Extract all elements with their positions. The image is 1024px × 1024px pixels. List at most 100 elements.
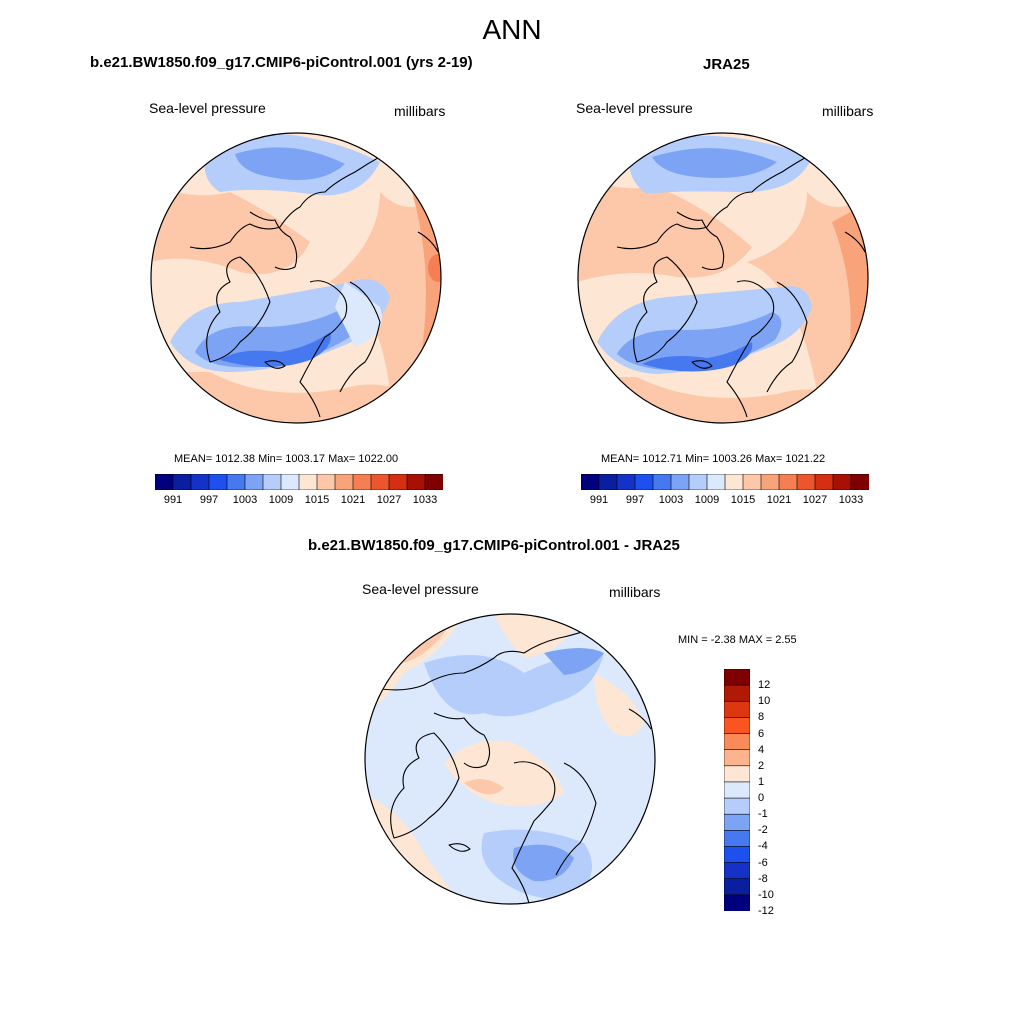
model-colorbar-swatch <box>262 474 282 490</box>
model-colorbar-tick: 1015 <box>304 494 330 506</box>
obs-colorbar <box>581 474 869 490</box>
model-colorbar-tick: 1021 <box>340 494 366 506</box>
model-colorbar-swatch <box>298 474 318 490</box>
obs-colorbar-swatch <box>796 474 816 490</box>
obs-map-border <box>577 132 869 424</box>
obs-coastline-arctic-islands <box>676 211 725 271</box>
model-colorbar-swatch <box>155 474 174 490</box>
obs-coastline-russia <box>766 281 808 393</box>
diff-colorbar-swatch <box>724 830 750 848</box>
model-colorbar-tick: 1009 <box>268 494 294 506</box>
diff-map-field-positive-arctic-core <box>464 779 504 795</box>
model-colorbar-swatch <box>280 474 300 490</box>
model-colorbar-swatch <box>334 474 354 490</box>
diff-coastline-russia <box>555 762 597 876</box>
obs-coastline-iceland <box>691 360 713 369</box>
obs-colorbar-swatch <box>670 474 690 490</box>
diff-panel-title: b.e21.BW1850.f09_g17.CMIP6-piControl.001… <box>308 537 680 554</box>
model-colorbar-swatch <box>316 474 336 490</box>
obs-colorbar-swatch <box>652 474 672 490</box>
diff-colorbar-swatch <box>724 797 750 815</box>
model-colorbar <box>155 474 443 490</box>
obs-coastline-scandinavia <box>726 280 775 418</box>
obs-colorbar-swatch <box>724 474 744 490</box>
model-colorbar-tick: 991 <box>163 494 183 506</box>
diff-map-field-negative-south-core <box>513 844 574 882</box>
model-stats: MEAN= 1012.38 Min= 1003.17 Max= 1022.00 <box>174 453 399 465</box>
diff-coastline-north-america <box>373 622 605 691</box>
obs-colorbar-swatch <box>760 474 780 490</box>
diff-map-field-negative-north-core <box>544 648 604 675</box>
diff-colorbar-tick: 8 <box>758 711 765 724</box>
obs-colorbar-tick: 1009 <box>694 494 720 506</box>
diff-colorbar-swatch <box>724 749 750 767</box>
model-panel-title: b.e21.BW1850.f09_g17.CMIP6-piControl.001… <box>90 54 473 71</box>
diff-map-border <box>364 613 656 905</box>
diff-colorbar-swatch <box>724 765 750 783</box>
figure-title: ANN <box>482 14 542 45</box>
diff-coastline-iceland <box>448 843 471 852</box>
obs-colorbar-tick: 1015 <box>730 494 756 506</box>
diff-colorbar-tick: 12 <box>758 679 771 692</box>
obs-map-field-low-north-core <box>652 148 777 178</box>
model-map-field-high-atlantic <box>151 182 310 274</box>
model-coastline-greenland <box>206 256 271 363</box>
obs-colorbar-swatch <box>706 474 726 490</box>
model-map-field-high-pacific-max <box>428 254 441 282</box>
obs-colorbar-swatch <box>634 474 654 490</box>
diff-colorbar-tick: -1 <box>758 808 768 821</box>
diff-variable-label: Sea-level pressure <box>362 581 479 597</box>
obs-map-field-low-icelandic-core <box>642 342 753 372</box>
diff-colorbar-tick: -2 <box>758 824 768 837</box>
model-colorbar-swatch <box>424 474 443 490</box>
diff-colorbar-tick: -6 <box>758 856 768 869</box>
diff-colorbar-swatch <box>724 878 750 896</box>
diff-colorbar-tick: 6 <box>758 727 765 740</box>
diff-coastline-arctic-islands <box>433 712 491 769</box>
model-colorbar-swatch <box>226 474 246 490</box>
model-coastline-arctic-islands <box>249 211 298 271</box>
model-coastline-scandinavia <box>299 280 348 418</box>
obs-map-field-high-atlantic <box>578 177 752 282</box>
obs-colorbar-tick: 1021 <box>766 494 792 506</box>
model-map-field-low-north-core <box>235 147 345 181</box>
model-colorbar-tick: 1027 <box>376 494 402 506</box>
model-colorbar-swatch <box>388 474 408 490</box>
obs-colorbar-swatch <box>581 474 600 490</box>
model-colorbar-ticks: 991 997 1003 1009 1015 1021 1027 1033 <box>155 494 443 508</box>
obs-colorbar-tick: 997 <box>625 494 645 506</box>
model-map-border <box>150 132 442 424</box>
diff-colorbar <box>724 669 750 911</box>
obs-colorbar-swatch <box>742 474 762 490</box>
diff-colorbar-swatch <box>724 894 750 911</box>
obs-colorbar-swatch <box>688 474 708 490</box>
obs-panel-title: JRA25 <box>703 56 750 73</box>
model-coastline-north-america <box>189 153 386 250</box>
obs-units-label: millibars <box>822 103 874 119</box>
diff-map-field-positive-north <box>494 614 584 658</box>
obs-colorbar-tick: 991 <box>589 494 609 506</box>
obs-colorbar-swatch <box>778 474 798 490</box>
obs-colorbar-swatch <box>850 474 869 490</box>
model-coastline-kamchatka <box>417 231 439 253</box>
diff-colorbar-swatch <box>724 846 750 864</box>
model-colorbar-swatch <box>244 474 264 490</box>
diff-map-field-positive-arctic <box>444 740 564 807</box>
diff-colorbar-swatch <box>724 684 750 702</box>
diff-units-label: millibars <box>609 584 661 600</box>
diff-colorbar-ticks: 12 10 8 6 4 2 1 0 -1 -2 -4 -6 -8 -10 -12 <box>758 669 798 917</box>
obs-colorbar-tick: 1027 <box>802 494 828 506</box>
obs-coastline-kamchatka <box>844 231 866 253</box>
diff-colorbar-swatch <box>724 669 750 686</box>
model-map-field-low-siberia <box>335 282 383 347</box>
model-coastline-iceland <box>264 360 286 369</box>
obs-colorbar-ticks: 991 997 1003 1009 1015 1021 1027 1033 <box>581 494 869 508</box>
diff-map-field-positive-east <box>594 673 644 737</box>
diff-colorbar-tick: 1 <box>758 775 765 788</box>
obs-polar-map <box>577 132 869 424</box>
model-colorbar-swatch <box>208 474 228 490</box>
diff-colorbar-tick: -12 <box>758 905 774 917</box>
obs-colorbar-swatch <box>616 474 636 490</box>
diff-colorbar-swatch <box>724 700 750 719</box>
diff-colorbar-swatch <box>724 862 750 880</box>
